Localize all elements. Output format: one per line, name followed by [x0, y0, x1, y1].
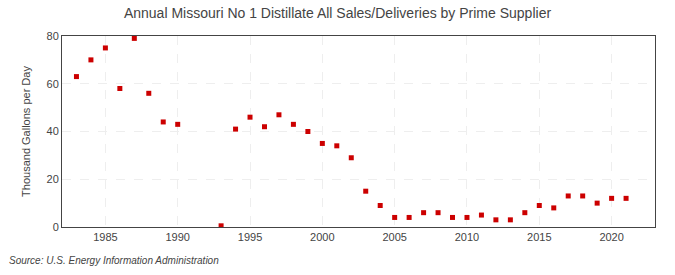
svg-text:2015: 2015	[527, 231, 551, 243]
svg-text:20: 20	[47, 173, 59, 185]
svg-text:1985: 1985	[93, 231, 117, 243]
svg-text:80: 80	[47, 30, 59, 42]
svg-text:0: 0	[53, 221, 59, 233]
svg-text:1990: 1990	[165, 231, 189, 243]
svg-text:Thousand Gallons per Day: Thousand Gallons per Day	[20, 66, 32, 197]
svg-text:2010: 2010	[455, 231, 479, 243]
svg-text:2000: 2000	[310, 231, 334, 243]
svg-text:40: 40	[47, 125, 59, 137]
svg-text:2005: 2005	[382, 231, 406, 243]
svg-text:Annual Missouri No 1 Distillat: Annual Missouri No 1 Distillate All Sale…	[124, 5, 552, 21]
svg-text:60: 60	[47, 78, 59, 90]
svg-text:Source: U.S. Energy Informatio: Source: U.S. Energy Information Administ…	[9, 255, 219, 266]
svg-text:2020: 2020	[599, 231, 623, 243]
svg-text:1995: 1995	[238, 231, 262, 243]
